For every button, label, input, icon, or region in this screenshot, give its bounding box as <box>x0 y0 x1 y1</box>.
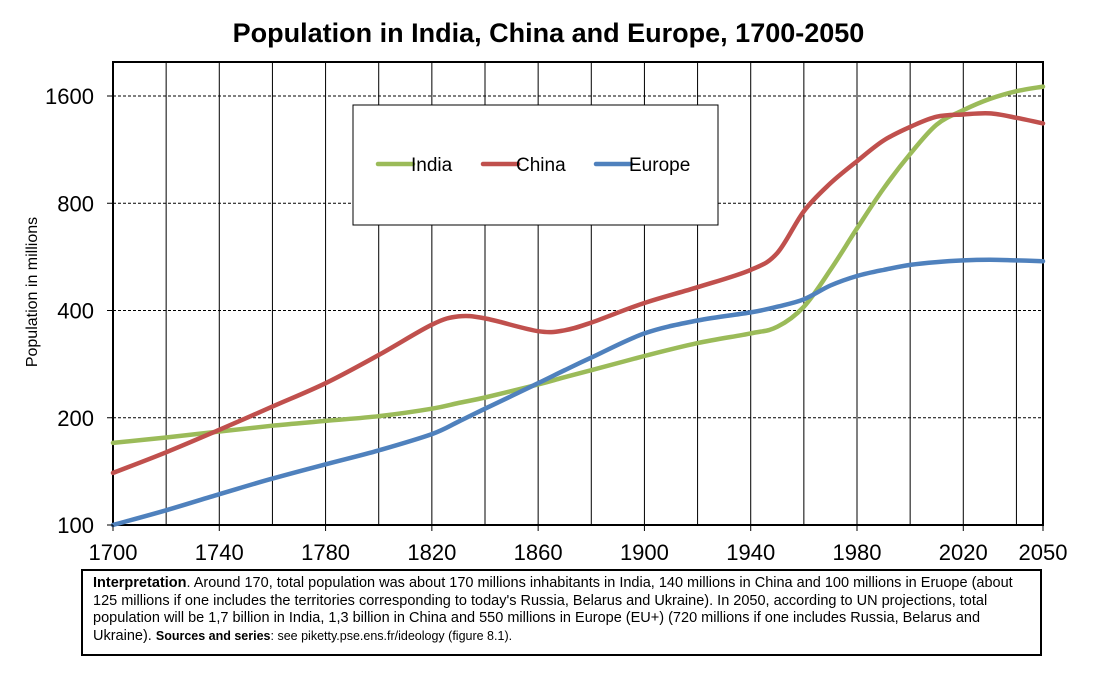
y-tick-label: 1600 <box>45 84 94 109</box>
series-line-china <box>110 110 1046 476</box>
x-tick-label: 1900 <box>620 540 669 565</box>
x-tick-label: 1940 <box>726 540 775 565</box>
y-tick-label: 400 <box>57 299 94 324</box>
y-tick-label: 100 <box>57 513 94 538</box>
x-tick-label: 1860 <box>514 540 563 565</box>
x-tick-label: 1980 <box>833 540 882 565</box>
interpretation-text: . Around 170, total population was about… <box>93 575 1013 644</box>
plot-frame <box>112 61 1044 526</box>
y-tick-label: 200 <box>57 406 94 431</box>
x-tick-label: 1740 <box>195 540 244 565</box>
sources-label: Sources and series <box>155 628 271 643</box>
legend-label-india: India <box>411 155 453 176</box>
x-tick-label: 1700 <box>89 540 138 565</box>
sources-text: : see piketty.pse.ens.fr/ideology (figur… <box>270 628 513 643</box>
chart-title: Population in India, China and Europe, 1… <box>232 18 865 48</box>
y-tick-label: 800 <box>57 191 94 216</box>
series-line-india <box>110 84 1046 446</box>
legend-label-europe: Europe <box>629 155 690 176</box>
x-tick-label: 2050 <box>1019 540 1068 565</box>
x-tick-label: 2020 <box>939 540 988 565</box>
legend: India China Europe <box>352 104 719 226</box>
x-axis-ticks: 1700 1740 1780 1820 1860 1900 1940 1980 2020 2050 <box>89 525 1068 565</box>
series-lines <box>110 84 1046 528</box>
legend-label-china: China <box>516 155 566 176</box>
x-tick-label: 1820 <box>407 540 456 565</box>
series-line-europe <box>110 257 1046 528</box>
interpretation-label: Interpretation <box>93 575 187 591</box>
y-axis-ticks: 100 200 400 800 1600 <box>45 84 113 538</box>
y-axis-label: Population in millions <box>24 217 41 367</box>
interpretation-note: Interpretation. Around 170, total popula… <box>81 569 1042 656</box>
x-tick-label: 1780 <box>301 540 350 565</box>
